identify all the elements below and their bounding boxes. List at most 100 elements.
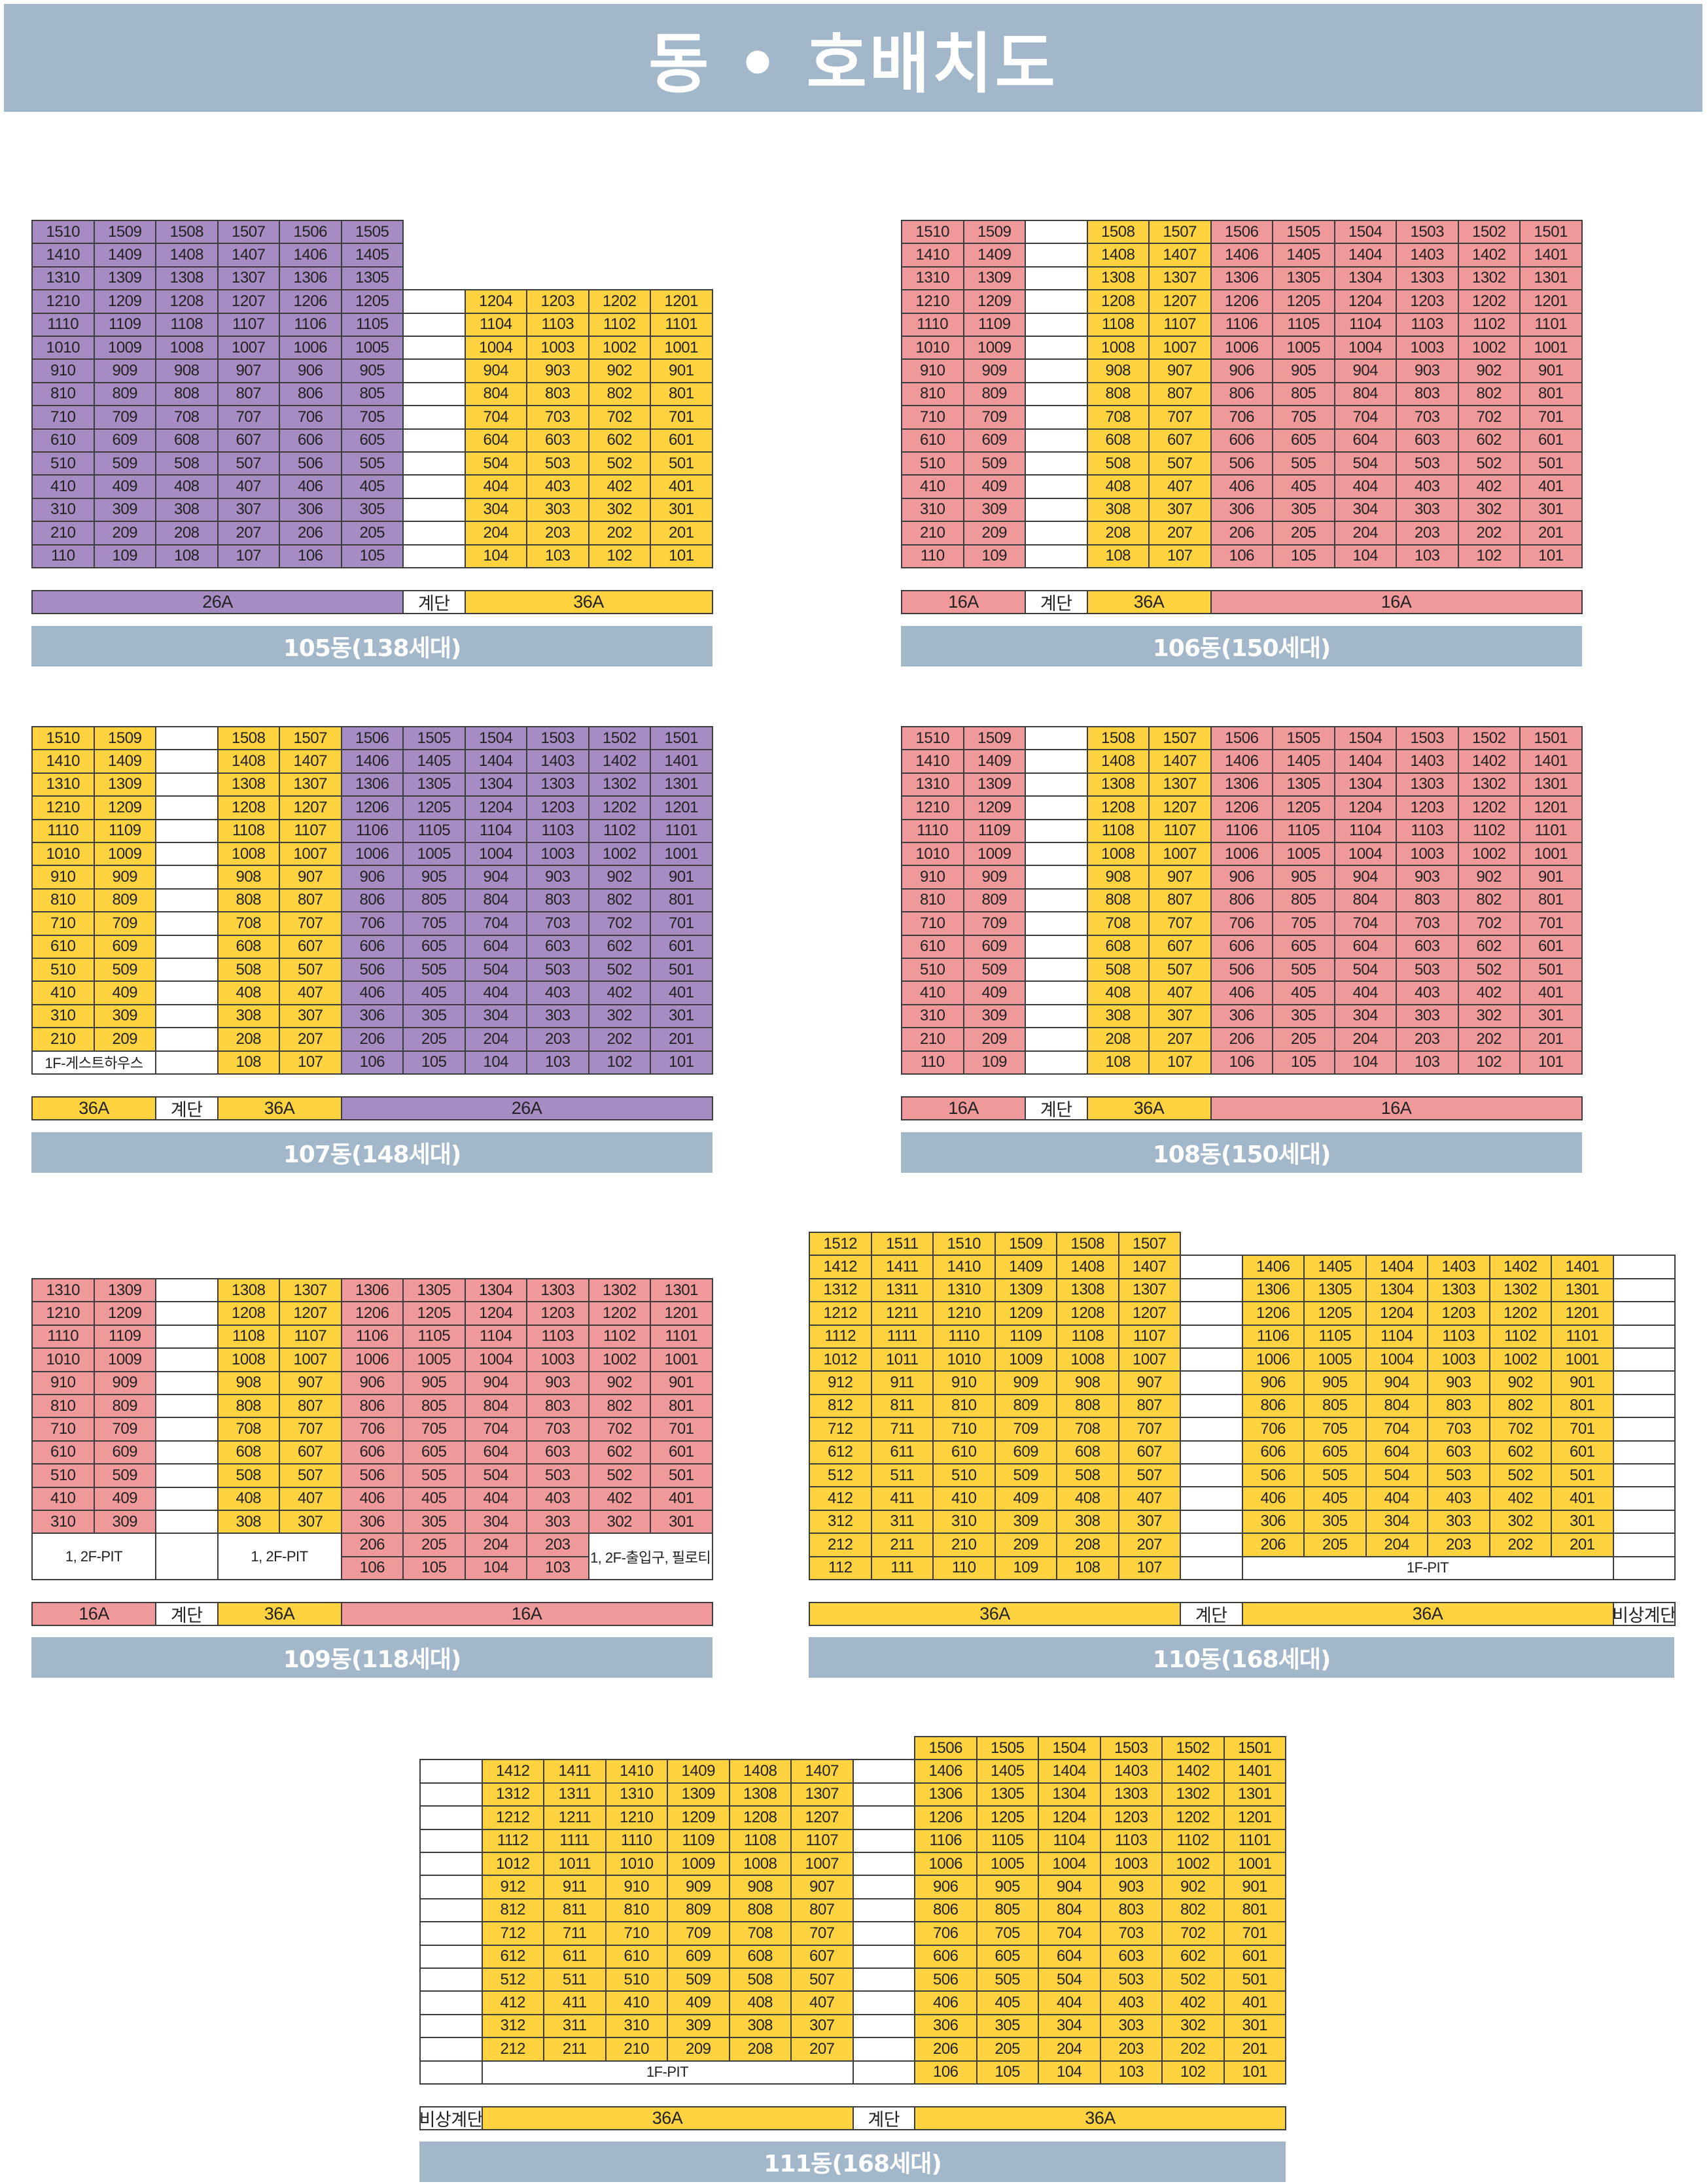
unit-cell: 1211 xyxy=(543,1805,607,1830)
unit-cell: 407 xyxy=(217,474,280,499)
unit-cell: 1206 xyxy=(340,795,404,820)
unit-cell: 1309 xyxy=(93,772,156,797)
unit-cell: 707 xyxy=(1148,911,1212,936)
unit-cell: 203 xyxy=(526,521,590,546)
unit-cell: 805 xyxy=(402,1394,466,1419)
unit-cell: 1007 xyxy=(1148,336,1212,360)
unit-cell: 107 xyxy=(1148,1050,1212,1075)
unit-cell: 506 xyxy=(1241,1463,1305,1488)
unit-cell: 1503 xyxy=(526,726,590,751)
unit-cell: 1207 xyxy=(1148,795,1212,820)
stair-label: 계단 xyxy=(1025,1096,1088,1120)
unit-cell: 205 xyxy=(1272,521,1335,546)
unit-cell: 1411 xyxy=(870,1255,934,1279)
unit-cell: 1409 xyxy=(962,749,1026,774)
unit-cell: 306 xyxy=(1241,1509,1305,1534)
unit-cell: 206 xyxy=(340,1027,404,1052)
unit-cell: 1002 xyxy=(1457,336,1521,360)
unit-cell: 809 xyxy=(93,888,156,913)
unit-cell: 1508 xyxy=(217,726,280,751)
unit-cell: 1006 xyxy=(340,842,404,867)
unit-cell: 206 xyxy=(914,2037,977,2062)
unit-cell: 1301 xyxy=(1519,266,1583,291)
unit-cell: 102 xyxy=(1457,1050,1521,1075)
unit-cell: 702 xyxy=(1488,1417,1552,1442)
unit-cell: 403 xyxy=(1427,1486,1490,1511)
unit-cell: 901 xyxy=(1223,1875,1286,1899)
unit-cell: 212 xyxy=(481,2037,544,2062)
unit-cell: 1102 xyxy=(588,818,651,843)
unit-cell: 104 xyxy=(464,544,527,568)
stair-cell xyxy=(155,842,219,867)
unit-cell: 702 xyxy=(588,1417,651,1442)
unit-cell: 1209 xyxy=(994,1301,1057,1326)
unit-cell: 303 xyxy=(1427,1509,1490,1534)
unit-cell: 211 xyxy=(870,1533,934,1557)
unit-cell: 808 xyxy=(217,1394,280,1419)
unit-cell: 304 xyxy=(1333,1003,1397,1029)
unit-cell: 711 xyxy=(543,1921,607,1946)
unit-cell: 406 xyxy=(1241,1486,1305,1511)
stair-cell xyxy=(1025,266,1088,291)
stair-cell xyxy=(1180,1509,1243,1534)
unit-cell: 803 xyxy=(1396,888,1459,913)
unit-cell: 1403 xyxy=(526,749,590,774)
unit-cell: 1104 xyxy=(464,312,527,337)
unit-cell: 1405 xyxy=(340,243,404,268)
unit-cell: 1509 xyxy=(962,220,1026,245)
unit-cell: 905 xyxy=(1303,1370,1367,1395)
unit-cell: 1412 xyxy=(809,1255,872,1279)
unit-cell: 511 xyxy=(543,1967,607,1992)
unit-cell: 904 xyxy=(1333,865,1397,890)
stair-cell xyxy=(1025,243,1088,268)
unit-cell: 1310 xyxy=(901,772,964,797)
unit-cell: 1008 xyxy=(1086,336,1150,360)
unit-cell: 1307 xyxy=(217,266,280,291)
unit-cell: 704 xyxy=(1365,1417,1428,1442)
stair-cell xyxy=(1025,911,1088,936)
unit-cell: 711 xyxy=(870,1417,934,1442)
unit-cell: 1404 xyxy=(1038,1759,1101,1784)
unit-cell: 1301 xyxy=(650,772,713,797)
unit-cell: 1012 xyxy=(809,1347,872,1372)
unit-cell: 1007 xyxy=(1117,1347,1181,1372)
unit-cell: 506 xyxy=(1210,451,1273,476)
unit-cell: 706 xyxy=(1241,1417,1305,1442)
unit-cell: 1504 xyxy=(1333,220,1397,245)
unit-cell: 1006 xyxy=(1210,336,1273,360)
unit-cell: 604 xyxy=(1333,428,1397,453)
unit-cell: 1203 xyxy=(526,289,590,314)
unit-cell: 702 xyxy=(588,911,651,936)
unit-cell: 701 xyxy=(650,911,713,936)
unit-cell: 1004 xyxy=(1038,1852,1101,1877)
unit-type-label: 36A xyxy=(217,1096,342,1120)
unit-cell: 1210 xyxy=(31,795,95,820)
unit-cell: 502 xyxy=(588,451,651,476)
unit-cell: 109 xyxy=(93,544,156,568)
stair-cell xyxy=(852,1990,915,2015)
unit-cell: 1506 xyxy=(1210,726,1273,751)
unit-cell: 506 xyxy=(340,958,404,982)
unit-cell: 1003 xyxy=(1396,842,1459,867)
unit-cell: 103 xyxy=(1396,544,1459,568)
unit-cell: 802 xyxy=(1457,381,1521,407)
unit-cell: 1005 xyxy=(402,842,466,867)
unit-cell: 207 xyxy=(790,2037,854,2062)
unit-cell: 1009 xyxy=(962,336,1026,360)
unit-cell: 512 xyxy=(809,1463,872,1488)
unit-cell: 1409 xyxy=(667,1759,730,1784)
unit-cell: 201 xyxy=(1519,521,1583,546)
unit-cell: 1308 xyxy=(728,1782,792,1807)
unit-cell: 901 xyxy=(1519,865,1583,890)
unit-cell: 1303 xyxy=(526,1278,590,1303)
unit-cell: 704 xyxy=(1038,1921,1101,1946)
unit-cell: 101 xyxy=(1223,2060,1286,2085)
unit-cell: 809 xyxy=(962,381,1026,407)
unit-cell: 608 xyxy=(1086,934,1150,959)
unit-cell: 1310 xyxy=(932,1277,996,1303)
unit-cell: 607 xyxy=(1117,1440,1181,1465)
unit-cell: 1307 xyxy=(1117,1277,1181,1303)
unit-cell: 108 xyxy=(155,544,219,568)
unit-cell: 1009 xyxy=(93,842,156,867)
unit-cell: 1005 xyxy=(1303,1347,1367,1372)
